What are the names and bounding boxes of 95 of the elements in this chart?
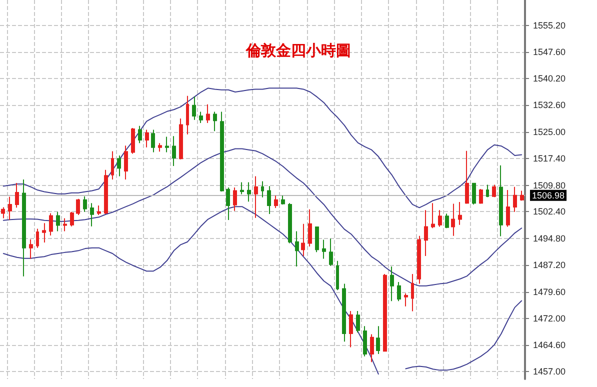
candlestick [506, 190, 510, 228]
candlestick [199, 111, 203, 124]
candlestick [117, 154, 121, 177]
y-tick-label: 1555.20 [533, 20, 566, 30]
candlestick [492, 184, 496, 198]
candlestick [206, 104, 210, 124]
candlestick [486, 184, 489, 198]
candlestick [22, 178, 26, 277]
candlestick [445, 213, 449, 229]
candlestick [274, 195, 278, 209]
candlestick [342, 283, 346, 342]
candlestick [315, 226, 319, 253]
candlestick [383, 273, 387, 352]
candlestick [70, 211, 74, 227]
candlestick [356, 310, 360, 333]
y-tick-label: 1502.40 [533, 206, 566, 217]
candlestick [451, 203, 455, 236]
candlestick [226, 187, 230, 220]
candlestick [192, 96, 196, 120]
candlestick [151, 129, 155, 153]
candlestick [520, 190, 524, 202]
candlestick [49, 212, 53, 236]
candlestick [458, 202, 462, 226]
y-tick-label: 1457.00 [533, 366, 566, 377]
candlestick [308, 208, 312, 247]
candlestick [404, 292, 408, 307]
candlestick [431, 202, 435, 229]
y-tick-label: 1532.60 [533, 100, 566, 110]
candlestick [233, 187, 237, 212]
candlestick [1, 206, 5, 219]
candlestick [90, 202, 94, 227]
candlestick [513, 186, 517, 212]
ref-line-label: 1506.98 [532, 190, 565, 200]
line-series [2, 88, 522, 208]
candlestick [213, 111, 217, 132]
candlestick [390, 266, 394, 302]
candlestick [172, 136, 176, 167]
candlestick [438, 210, 442, 228]
text: 倫敦金四小時圖 [245, 42, 351, 60]
candlestick [349, 310, 353, 348]
candlestick [411, 273, 414, 312]
candlestick [131, 127, 135, 154]
candlestick [8, 196, 12, 220]
candlestick [97, 205, 101, 216]
candlestick [36, 228, 39, 248]
candlestick [295, 230, 299, 268]
y-tick-label: 1464.60 [533, 340, 566, 350]
candlestick [376, 326, 380, 354]
candlestick [83, 196, 87, 212]
candlestick [479, 188, 483, 204]
y-tick-label: 1487.20 [533, 260, 566, 270]
candlestick [329, 238, 333, 266]
candlestick [104, 169, 108, 215]
y-tick-label: 1472.00 [533, 314, 566, 324]
y-tick-label: 1525.00 [533, 126, 566, 137]
candlestick [281, 195, 285, 205]
candlestick [240, 182, 244, 195]
candlestick [288, 202, 292, 244]
candlestick [254, 176, 258, 218]
candlestick [247, 182, 251, 202]
candlestick [301, 223, 305, 256]
candlestick [267, 186, 271, 215]
candlestick [465, 150, 469, 204]
y-tick-label: 1494.80 [533, 233, 566, 244]
y-tick-label: 1517.40 [533, 154, 566, 164]
candlestick [322, 239, 326, 260]
candlestick [370, 334, 374, 363]
y-tick-label: 1540.20 [533, 73, 566, 84]
line-series [2, 148, 522, 286]
candlestick [424, 210, 428, 256]
candlestick [158, 142, 162, 152]
candlestick [15, 182, 19, 208]
candlestick [56, 211, 60, 232]
candlestick [363, 326, 367, 357]
candlestick [145, 129, 149, 148]
candlestick [186, 95, 189, 135]
candlestick [499, 164, 503, 237]
candlestick [42, 222, 46, 244]
candlestick [179, 118, 183, 160]
candlestick [138, 125, 142, 144]
candlestick [165, 136, 169, 153]
candlestick [76, 198, 80, 216]
y-tick-label: 1547.60 [533, 47, 566, 58]
candlestick [417, 235, 421, 284]
candlestick [63, 218, 67, 232]
candlestick [336, 260, 339, 291]
candlestick [472, 182, 476, 205]
candlestick [397, 282, 401, 302]
candlestick [111, 150, 114, 180]
candlestick [124, 145, 128, 180]
candlestick [220, 111, 224, 192]
candlestick [29, 238, 33, 260]
y-tick-label: 1509.80 [533, 180, 566, 190]
candlestick [261, 180, 264, 198]
y-tick-label: 1479.60 [533, 286, 566, 297]
